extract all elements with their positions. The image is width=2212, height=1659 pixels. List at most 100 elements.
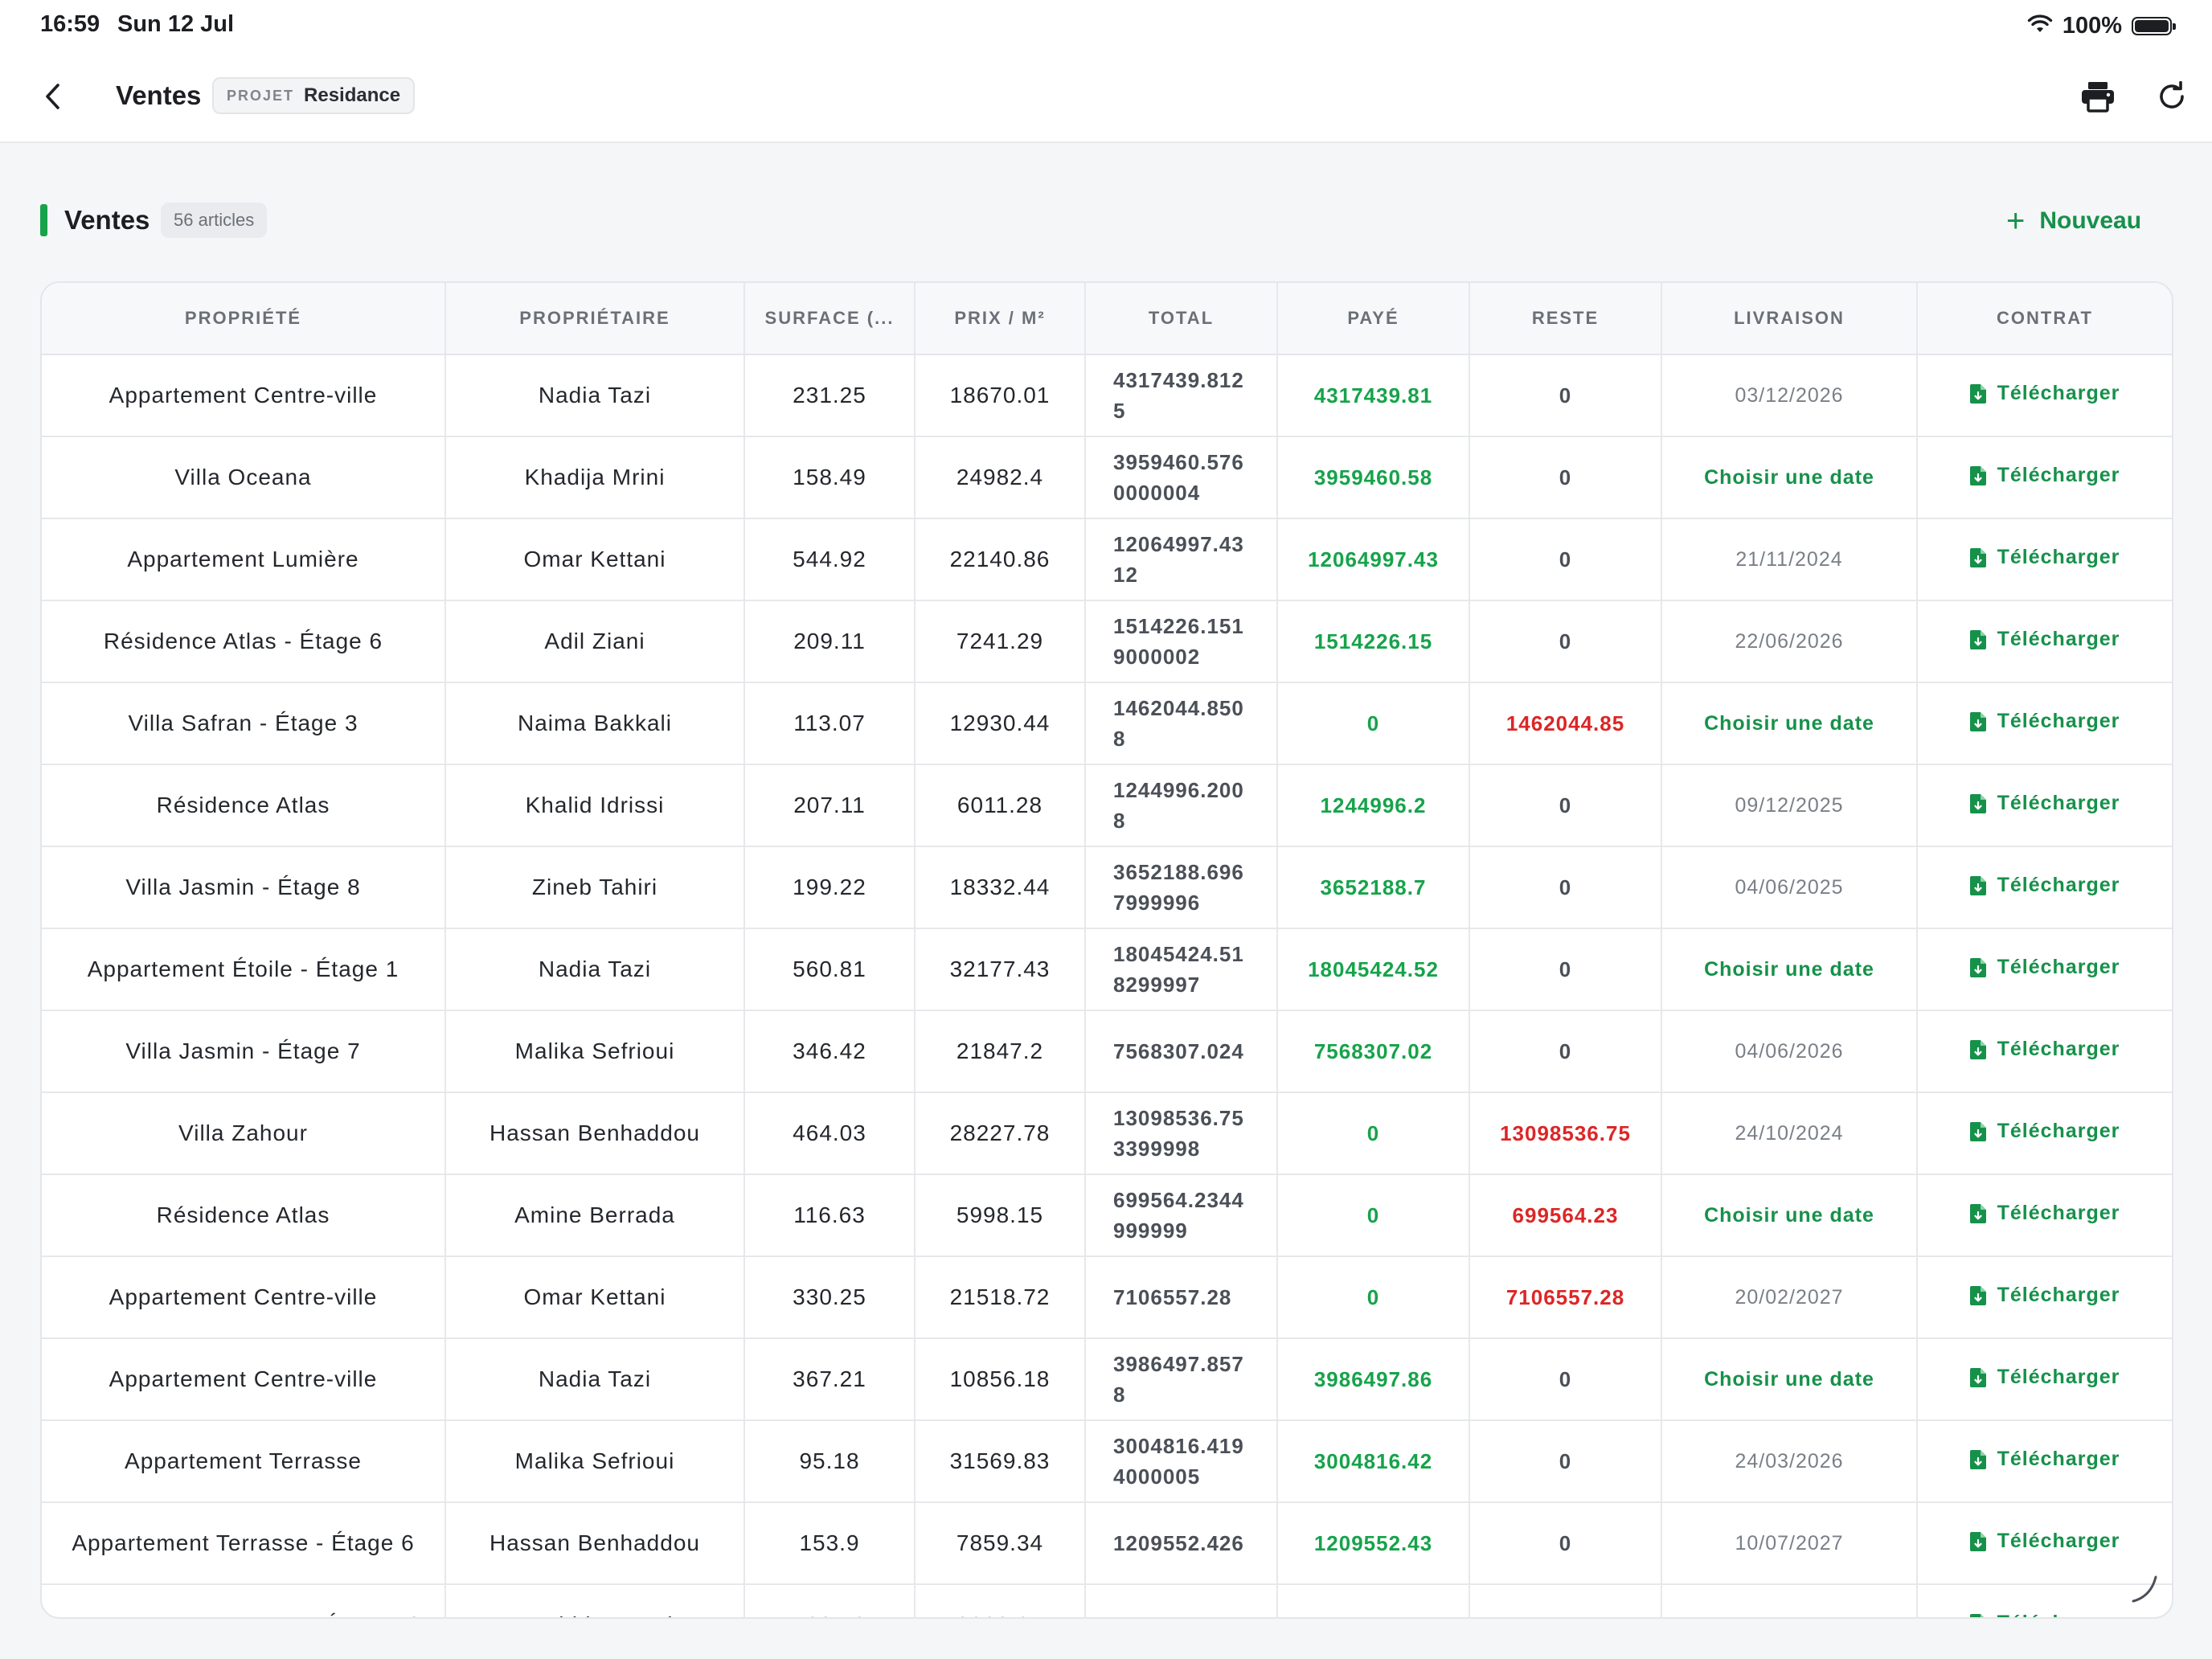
table-row[interactable]: Villa Oceana Khadija Mrini 158.49 24982.4 39… bbox=[42, 436, 2172, 519]
cell-proprietaire: Nadia Tazi bbox=[445, 928, 745, 1011]
cell-reste: 0 bbox=[1469, 354, 1662, 437]
download-contract-button[interactable]: Télécharger bbox=[1969, 1612, 2120, 1617]
wifi-icon bbox=[2027, 14, 2053, 38]
cell-contrat: Télécharger bbox=[1917, 1420, 2172, 1503]
table-row[interactable]: Résidence Atlas Amine Berrada 116.63 5998.1… bbox=[42, 1174, 2172, 1257]
cell-prix: 7241.29 bbox=[915, 600, 1086, 683]
plus-icon: + bbox=[2006, 203, 2026, 239]
cell-livraison: 24/03/2026 bbox=[1661, 1420, 1918, 1503]
table-row[interactable]: Appartement Centre-ville Nadia Tazi 367.21… bbox=[42, 1338, 2172, 1421]
table-row[interactable]: Résidence Atlas - Étage 6 Adil Ziani 209.1… bbox=[42, 600, 2172, 683]
back-chevron-icon bbox=[46, 84, 59, 109]
choose-date-button[interactable]: Choisir une date bbox=[1661, 436, 1918, 519]
download-label: Télécharger bbox=[1997, 956, 2120, 979]
column-header-livraison[interactable]: LIVRAISON bbox=[1661, 283, 1918, 355]
cell-surface: 207.11 bbox=[744, 764, 916, 847]
cell-propriete: Résidence Atlas - Étage 6 bbox=[42, 600, 446, 683]
download-contract-button[interactable]: Télécharger bbox=[1969, 382, 2120, 405]
cell-propriete: Appartement Terrasse - Étage 10 bbox=[42, 1584, 446, 1617]
print-button[interactable] bbox=[2074, 72, 2122, 121]
cell-proprietaire: Omar Kettani bbox=[445, 1256, 745, 1339]
choose-date-button[interactable]: Choisir une date bbox=[1661, 1174, 1918, 1257]
column-header-total[interactable]: TOTAL bbox=[1085, 283, 1278, 355]
table-header-row: PROPRIÉTÉ PROPRIÉTAIRE SURFACE (... PRIX… bbox=[42, 283, 2172, 355]
new-button[interactable]: + Nouveau bbox=[2006, 201, 2141, 241]
download-contract-button[interactable]: Télécharger bbox=[1969, 956, 2120, 979]
download-contract-button[interactable]: Télécharger bbox=[1969, 1530, 2120, 1553]
cell-prix: 21847.2 bbox=[915, 1010, 1086, 1093]
download-contract-button[interactable]: Télécharger bbox=[1969, 628, 2120, 651]
refresh-button[interactable] bbox=[2148, 72, 2196, 121]
project-label: PROJET bbox=[227, 87, 295, 104]
download-contract-button[interactable]: Télécharger bbox=[1969, 1120, 2120, 1143]
column-header-prix[interactable]: PRIX / M² bbox=[915, 283, 1086, 355]
cell-total: 1462044.8508 bbox=[1085, 682, 1278, 765]
cell-reste: 0 bbox=[1469, 764, 1662, 847]
cell-reste: 0 bbox=[1469, 846, 1662, 929]
cell-propriete: Appartement Centre-ville bbox=[42, 1256, 446, 1339]
back-button[interactable] bbox=[29, 72, 77, 121]
file-download-icon bbox=[1969, 793, 1986, 813]
download-label: Télécharger bbox=[1997, 1284, 2120, 1307]
cell-contrat: Télécharger bbox=[1917, 1338, 2172, 1421]
column-header-proprietaire[interactable]: PROPRIÉTAIRE bbox=[445, 283, 745, 355]
download-contract-button[interactable]: Télécharger bbox=[1969, 1202, 2120, 1225]
table-row[interactable]: Villa Jasmin - Étage 7 Malika Sefrioui 346… bbox=[42, 1010, 2172, 1093]
cell-total: 3986497.8578 bbox=[1085, 1338, 1278, 1421]
cell-surface: 113.07 bbox=[744, 682, 916, 765]
cell-contrat: Télécharger bbox=[1917, 1092, 2172, 1175]
download-contract-button[interactable]: Télécharger bbox=[1969, 1448, 2120, 1471]
cell-paye: 0 bbox=[1277, 1174, 1470, 1257]
cell-contrat: Télécharger bbox=[1917, 1502, 2172, 1585]
download-contract-button[interactable]: Télécharger bbox=[1969, 464, 2120, 487]
table-row[interactable]: Appartement Centre-ville Omar Kettani 330.… bbox=[42, 1256, 2172, 1339]
cell-contrat: Télécharger bbox=[1917, 682, 2172, 765]
table-row[interactable]: Villa Safran - Étage 3 Naima Bakkali 113.0… bbox=[42, 682, 2172, 765]
battery-icon bbox=[2132, 16, 2176, 35]
table-row[interactable]: Appartement Terrasse - Étage 6 Hassan Ben… bbox=[42, 1502, 2172, 1585]
column-header-propriete[interactable]: PROPRIÉTÉ bbox=[42, 283, 446, 355]
table-row[interactable]: Villa Jasmin - Étage 8 Zineb Tahiri 199.22… bbox=[42, 846, 2172, 929]
download-label: Télécharger bbox=[1997, 792, 2120, 815]
cell-proprietaire: Rachid Amrani bbox=[445, 1584, 745, 1617]
download-contract-button[interactable]: Télécharger bbox=[1969, 546, 2120, 569]
cell-contrat: Télécharger bbox=[1917, 436, 2172, 519]
cell-propriete: Appartement Terrasse bbox=[42, 1420, 446, 1503]
cell-livraison: 30/12/2024 bbox=[1661, 1584, 1918, 1617]
choose-date-button[interactable]: Choisir une date bbox=[1661, 928, 1918, 1011]
download-label: Télécharger bbox=[1997, 710, 2120, 733]
download-contract-button[interactable]: Télécharger bbox=[1969, 1366, 2120, 1389]
table-row[interactable]: Appartement Étoile - Étage 1 Nadia Tazi 56… bbox=[42, 928, 2172, 1011]
table-row[interactable]: Appartement Centre-ville Nadia Tazi 231.25… bbox=[42, 354, 2172, 437]
cell-propriete: Villa Oceana bbox=[42, 436, 446, 519]
table-row[interactable]: Appartement Terrasse Malika Sefrioui 95.18… bbox=[42, 1420, 2172, 1503]
download-label: Télécharger bbox=[1997, 1448, 2120, 1471]
table-row[interactable]: Villa Zahour Hassan Benhaddou 464.03 28227.… bbox=[42, 1092, 2172, 1175]
download-contract-button[interactable]: Télécharger bbox=[1969, 874, 2120, 897]
table-row[interactable]: Résidence Atlas Khalid Idrissi 207.11 6011.… bbox=[42, 764, 2172, 847]
download-label: Télécharger bbox=[1997, 1612, 2120, 1617]
column-header-surface[interactable]: SURFACE (... bbox=[744, 283, 916, 355]
cell-total: 7106557.28 bbox=[1085, 1256, 1278, 1339]
cell-prix: 7859.34 bbox=[915, 1502, 1086, 1585]
cell-reste: 699564.23 bbox=[1469, 1174, 1662, 1257]
refresh-icon bbox=[2160, 81, 2184, 109]
column-header-reste[interactable]: RESTE bbox=[1469, 283, 1662, 355]
section-title: Ventes bbox=[64, 205, 150, 235]
cell-prix: 10856.18 bbox=[915, 1338, 1086, 1421]
cell-propriete: Résidence Atlas bbox=[42, 1174, 446, 1257]
project-chip: PROJET Residance bbox=[212, 77, 416, 114]
column-header-contrat[interactable]: CONTRAT bbox=[1917, 283, 2172, 355]
download-contract-button[interactable]: Télécharger bbox=[1969, 1038, 2120, 1061]
cell-paye: 12064997.43 bbox=[1277, 518, 1470, 601]
table-row[interactable]: Appartement Terrasse - Étage 10Rachid Am… bbox=[42, 1584, 2172, 1617]
download-contract-button[interactable]: Télécharger bbox=[1969, 792, 2120, 815]
cell-total: 3004816.4194000005 bbox=[1085, 1420, 1278, 1503]
choose-date-button[interactable]: Choisir une date bbox=[1661, 682, 1918, 765]
table-row[interactable]: Appartement Lumière Omar Kettani 544.92 221… bbox=[42, 518, 2172, 601]
download-contract-button[interactable]: Télécharger bbox=[1969, 1284, 2120, 1307]
download-contract-button[interactable]: Télécharger bbox=[1969, 710, 2120, 733]
choose-date-button[interactable]: Choisir une date bbox=[1661, 1338, 1918, 1421]
file-download-icon bbox=[1969, 957, 1986, 977]
column-header-paye[interactable]: PAYÉ bbox=[1277, 283, 1470, 355]
